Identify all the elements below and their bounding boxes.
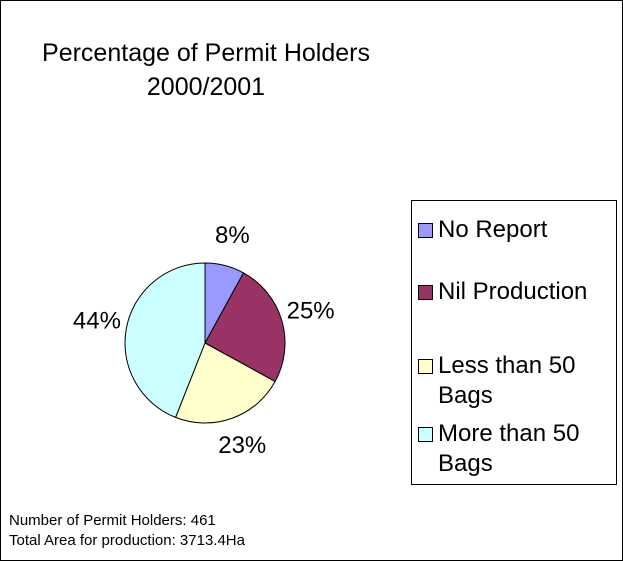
legend-swatch (418, 359, 433, 374)
pie-slice (204, 272, 286, 383)
data-label: 8% (215, 222, 250, 249)
legend-item: Nil Production (418, 277, 590, 307)
annotation: Number of Permit Holders: 461 (9, 512, 216, 529)
data-label: 23% (218, 432, 266, 459)
legend-item: No Report (418, 215, 590, 245)
data-label: 44% (73, 308, 121, 335)
chart-title: Percentage of Permit Holders (42, 39, 370, 67)
legend-label: Nil Production (438, 278, 588, 305)
annotation: Total Area for production: 3713.4Ha (9, 532, 245, 549)
pie-slice (174, 342, 276, 424)
data-label: 25% (287, 298, 335, 325)
legend-label: No Report (438, 216, 548, 243)
legend-swatch (418, 285, 433, 300)
legend-label: Less than 50 Bags (438, 352, 576, 409)
pie-slice (124, 262, 206, 419)
legend-item: Less than 50 Bags (418, 351, 590, 411)
legend-swatch (418, 223, 433, 238)
legend: No Report Nil Production Less than 50 Bags… (411, 200, 617, 485)
legend-label: More than 50 Bags (438, 420, 580, 477)
chart-title: 2000/2001 (146, 73, 266, 101)
legend-item: More than 50 Bags (418, 419, 590, 479)
legend-swatch (418, 427, 433, 442)
